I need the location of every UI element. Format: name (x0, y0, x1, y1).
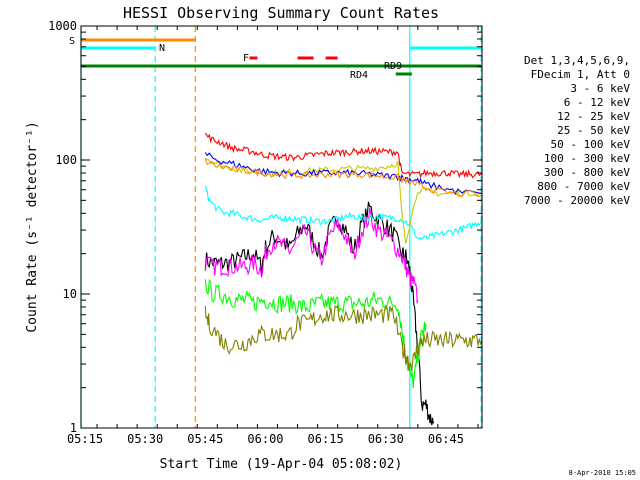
series-line-1 (204, 207, 419, 304)
legend-entry: 12 - 25 keV (557, 110, 630, 123)
y-tick-label: 1000 (48, 19, 77, 33)
series-line-3 (204, 185, 483, 240)
series-line-7 (204, 158, 483, 198)
flag-label-s: S (69, 36, 75, 47)
x-axis-label: Start Time (19-Apr-04 05:08:02) (160, 457, 403, 472)
legend-entry: 3 - 6 keV (570, 82, 630, 95)
series-line-5 (204, 132, 483, 179)
legend-entry: 300 - 800 keV (544, 166, 630, 179)
legend-entry: 100 - 300 keV (544, 152, 630, 165)
y-tick-label: 10 (63, 287, 77, 301)
plot-frame (80, 25, 483, 429)
y-tick-label: 1 (70, 421, 77, 435)
x-axis-ticks: 05:15 05:30 05:45 06:00 06:15 06:30 06:45 (67, 26, 479, 446)
date-stamp: 8-Apr-2010 15:05 (569, 469, 636, 477)
legend: Det 1,3,4,5,6,9, FDecim 1, Att 0 3 - 6 k… (524, 54, 630, 207)
x-tick-label: 06:15 (308, 432, 344, 446)
x-tick-label: 06:30 (368, 432, 404, 446)
series-line-8 (204, 304, 483, 372)
legend-entry: 6 - 12 keV (564, 96, 631, 109)
x-tick-label: 05:45 (187, 432, 223, 446)
series-line-0 (204, 201, 435, 426)
legend-entry: 800 - 7000 keV (537, 180, 630, 193)
legend-entry: 50 - 100 keV (551, 138, 631, 151)
legend-header-1: Det 1,3,4,5,6,9, (524, 54, 630, 67)
legend-entry: 25 - 50 keV (557, 124, 630, 137)
flag-label-rd9: RD9 (384, 61, 402, 72)
series-lines (204, 132, 483, 426)
flag-label-n: N (159, 43, 165, 54)
x-tick-label: 06:45 (428, 432, 464, 446)
vertical-markers (80, 26, 482, 428)
x-tick-label: 05:15 (67, 432, 103, 446)
x-tick-label: 05:30 (127, 432, 163, 446)
y-tick-label: 100 (55, 153, 77, 167)
y-axis-label: Count Rate (s⁻¹ detector⁻¹) (25, 121, 40, 332)
series-line-2 (204, 278, 427, 389)
legend-entry: 7000 - 20000 keV (524, 194, 630, 207)
y-axis-ticks: 1 10 100 1000 (48, 19, 482, 435)
x-tick-label: 06:00 (247, 432, 283, 446)
chart-title: HESSI Observing Summary Count Rates (123, 4, 439, 22)
flag-label-rd4: RD4 (350, 70, 368, 81)
flag-bars: S N F RD9 RD4 (69, 36, 482, 81)
flag-label-f: F (243, 53, 249, 64)
legend-header-2: FDecim 1, Att 0 (531, 68, 630, 81)
